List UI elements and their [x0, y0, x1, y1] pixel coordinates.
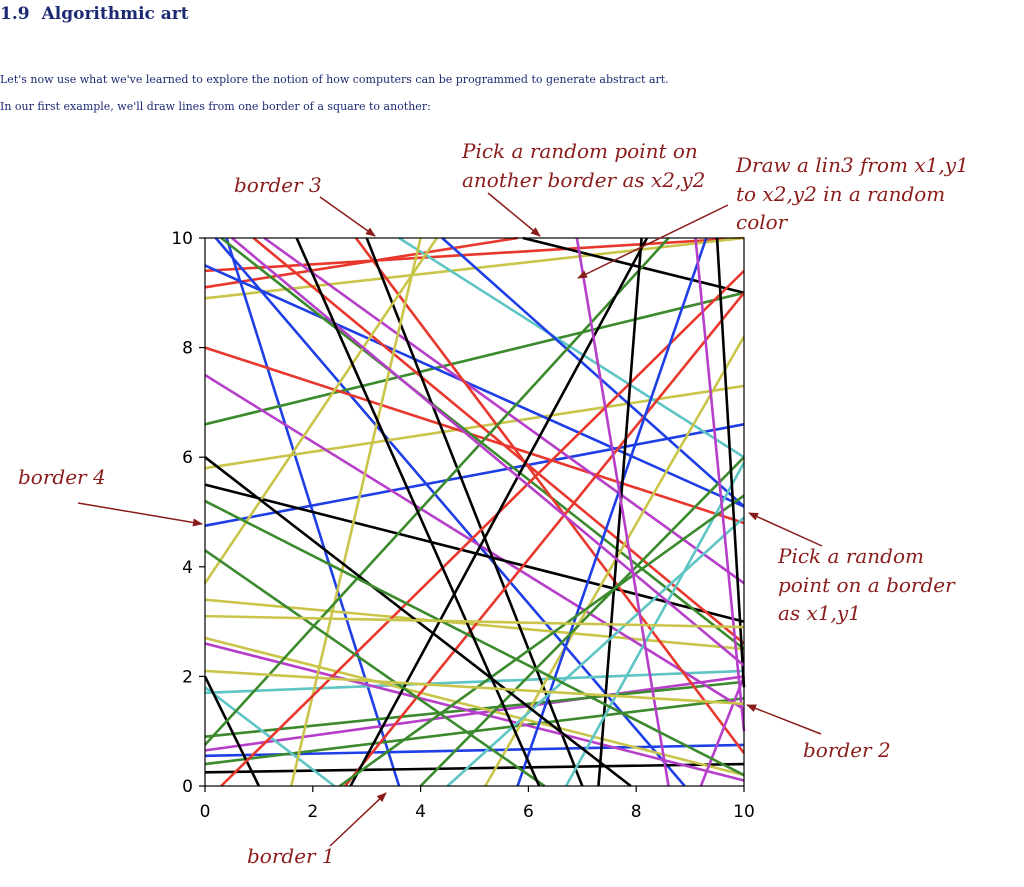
line-segment-30: [203, 675, 261, 787]
pick-first-arrow: [748, 512, 823, 547]
y-tick-label: 0: [182, 777, 193, 797]
line-segment-35: [204, 237, 670, 746]
x-tick-label: 4: [415, 802, 426, 822]
border2-label: border 2: [803, 738, 891, 762]
border2-arrow: [746, 704, 822, 735]
example-paragraph: In our first example, we'll draw lines f…: [0, 100, 431, 113]
line-segment-54: [204, 614, 745, 629]
line-segment-47: [715, 237, 746, 688]
line-segment-28: [204, 642, 745, 782]
line-segment-44: [699, 675, 746, 787]
line-segment-37: [484, 335, 746, 787]
line-segment-53: [204, 669, 745, 706]
line-segment-24: [365, 237, 584, 787]
line-segment-23: [354, 237, 746, 754]
y-tick-label: 4: [182, 558, 193, 578]
x-tick-label: 6: [523, 802, 534, 822]
pick-first-line-3: as x1,y1: [778, 601, 861, 625]
line-segment-8: [204, 675, 745, 752]
pick-second-line-1: Pick a random point on: [461, 139, 698, 163]
axis-ticks: 0 2 4 6 8 10 0 2 4 6 8 10: [171, 229, 754, 822]
random-lines: [203, 236, 746, 788]
line-segment-5: [204, 423, 745, 527]
draw-line-line-1: Draw a lin3 from x1,y1: [735, 153, 969, 177]
section-number: 1.9: [0, 4, 30, 24]
line-segment-42: [419, 456, 745, 787]
border4-label: border 4: [18, 465, 106, 489]
line-segment-1: [204, 236, 518, 289]
x-tick-label: 8: [631, 802, 642, 822]
pick-first-line-2: point on a border: [778, 573, 956, 597]
x-tick-label: 10: [733, 802, 755, 822]
x-tick-label: 2: [307, 802, 318, 822]
line-segment-18: [204, 636, 745, 777]
section-heading: 1.9 Algorithmic art: [0, 4, 189, 24]
pick-first-line-1: Pick a random: [777, 544, 924, 568]
line-segment-22: [263, 236, 745, 585]
line-segment-31: [203, 237, 438, 584]
line-segment-46: [694, 237, 746, 732]
line-segment-16: [204, 264, 745, 508]
line-segment-13: [204, 291, 745, 426]
annotation-arrows: [77, 192, 823, 847]
line-segment-27: [441, 237, 745, 508]
line-segment-4: [214, 237, 686, 787]
line-segment-51: [231, 237, 745, 667]
line-segment-10: [204, 680, 745, 738]
y-tick-label: 2: [182, 667, 193, 687]
line-segment-50: [204, 549, 546, 788]
plot-frame: [204, 237, 745, 787]
line-segment-45: [575, 237, 670, 787]
border1-label: border 1: [247, 844, 335, 868]
intro-paragraph: Let's now use what we've learned to expl…: [0, 73, 669, 86]
line-segment-34: [220, 269, 745, 787]
x-tick-label: 0: [200, 802, 211, 822]
line-segment-33: [344, 291, 746, 787]
line-segment-20: [220, 236, 745, 651]
line-segment-0: [204, 236, 745, 273]
line-segment-9: [204, 669, 745, 695]
pick-second-arrow: [487, 192, 541, 237]
line-segment-17: [204, 373, 745, 711]
y-tick-label: 8: [182, 339, 193, 359]
line-segment-25: [398, 236, 745, 459]
line-segment-21: [252, 236, 745, 645]
border3-arrow: [319, 196, 376, 237]
pick-second-line-2: another border as x2,y2: [462, 168, 705, 192]
y-tick-label: 10: [171, 229, 193, 249]
border1-arrow: [329, 792, 387, 847]
y-tick-label: 6: [182, 448, 193, 468]
line-segment-52: [295, 237, 541, 787]
draw-line-arrow: [577, 204, 729, 279]
border3-label: border 3: [234, 173, 322, 197]
line-segment-6: [204, 762, 745, 774]
draw-line-line-2: to x2,y2 in a random: [736, 182, 945, 206]
line-segment-43: [338, 494, 745, 788]
line-segment-41: [446, 516, 745, 787]
section-title: Algorithmic art: [41, 4, 189, 24]
line-segment-36: [349, 237, 649, 787]
draw-line-line-3: color: [736, 210, 789, 234]
border4-arrow: [77, 502, 203, 527]
